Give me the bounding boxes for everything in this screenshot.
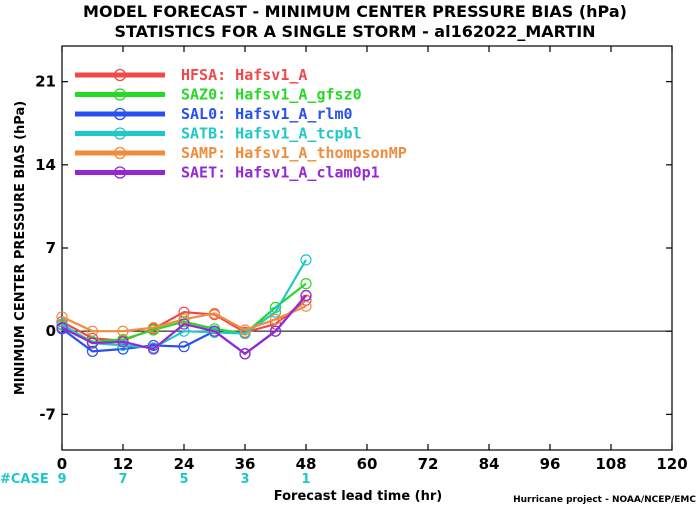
plot-area [61, 45, 673, 451]
x-tick-label: 120 [656, 455, 687, 473]
legend-marker [113, 68, 127, 82]
legend-marker [113, 146, 127, 160]
data-point [269, 325, 282, 337]
series-group [56, 254, 312, 360]
series-line [61, 299, 307, 342]
series-line [61, 259, 307, 349]
legend-item: SAL0: Hafsv1_A_rlm0 [75, 105, 353, 123]
legend-marker [113, 166, 127, 179]
x-tick-label: 108 [595, 455, 626, 473]
y-tick-label: -7 [39, 405, 56, 423]
data-point [300, 289, 312, 302]
data-point [239, 327, 251, 340]
data-point [178, 341, 190, 353]
legend-marker [113, 88, 127, 101]
case-count: 7 [118, 472, 127, 487]
legend-marker [113, 107, 127, 121]
data-point [239, 324, 251, 336]
data-point [269, 306, 282, 318]
series-line [61, 294, 307, 356]
data-point [117, 336, 129, 348]
data-point [117, 343, 129, 355]
data-point [86, 345, 99, 357]
data-point [208, 325, 221, 337]
legend-label: SATB: Hafsv1_A_tcpbl [181, 125, 362, 143]
data-point [239, 348, 251, 360]
credit-text: Hurricane project - NOAA/NCEP/EMC [513, 495, 696, 505]
data-point [208, 307, 221, 319]
legend-marker [113, 127, 127, 140]
x-tick-label: 84 [479, 455, 500, 473]
case-count: 9 [57, 472, 66, 487]
x-axis: 0 12 24 36 48 60 72 84 96 108 120 [57, 46, 688, 473]
x-tick-label: 24 [174, 455, 195, 473]
case-counts: 9 7 5 3 1 [57, 472, 310, 487]
legend-label: SAL0: Hafsv1_A_rlm0 [181, 105, 353, 123]
data-point [86, 337, 99, 349]
legend-item: SATB: Hafsv1_A_tcpbl [75, 125, 362, 143]
series-satb [56, 254, 312, 354]
y-axis-label: MINIMUM CENTER PRESSURE BIAS (hPa) [13, 101, 28, 395]
x-tick-label: 96 [540, 455, 561, 473]
case-count: 1 [301, 472, 310, 487]
y-tick-label: 21 [35, 73, 56, 91]
legend-item: SAET: Hafsv1_A_clam0p1 [75, 164, 380, 182]
data-point [117, 325, 129, 337]
y-tick-label: 7 [46, 239, 56, 257]
series-saet [56, 289, 312, 360]
data-point [56, 322, 68, 334]
chart-subtitle: STATISTICS FOR A SINGLE STORM - al162022… [114, 22, 595, 41]
x-tick-label: 48 [296, 455, 317, 473]
x-tick-label: 0 [57, 455, 67, 473]
x-axis-label: Forecast lead time (hr) [274, 489, 442, 504]
x-tick-label: 36 [235, 455, 256, 473]
chart-title: MODEL FORECAST - MINIMUM CENTER PRESSURE… [83, 2, 627, 21]
y-tick-label: 0 [46, 322, 56, 340]
data-point [86, 325, 99, 337]
data-point [300, 300, 312, 312]
legend-label: SAMP: Hafsv1_A_thompsonMP [181, 144, 407, 162]
data-point [117, 339, 129, 352]
legend-item: SAMP: Hafsv1_A_thompsonMP [75, 144, 407, 162]
series-line [61, 282, 307, 343]
case-count: 3 [240, 472, 249, 487]
legend-label: HFSA: Hafsv1_A [181, 66, 307, 84]
data-point [147, 322, 160, 334]
data-point [178, 318, 190, 330]
legend: HFSA: Hafsv1_A SAZ0: Hafsv1_A_gfsz0SAL0: … [75, 66, 407, 182]
data-point [300, 254, 312, 266]
data-point [300, 278, 312, 290]
data-point [147, 343, 160, 355]
legend-label: SAZ0: Hafsv1_A_gfsz0 [181, 86, 362, 104]
data-point [269, 313, 282, 325]
data-point [178, 325, 190, 337]
legend-item: SAZ0: Hafsv1_A_gfsz0 [75, 86, 362, 104]
data-point [56, 318, 68, 330]
legend-label: SAET: Hafsv1_A_clam0p1 [181, 164, 380, 182]
x-tick-label: 60 [357, 455, 378, 473]
x-tick-label: 72 [418, 455, 439, 473]
y-tick-label: 14 [35, 156, 56, 174]
data-point [56, 311, 68, 323]
legend-item: HFSA: Hafsv1_A [75, 66, 307, 84]
case-count: 5 [179, 472, 188, 487]
case-label: #CASE [0, 472, 49, 487]
x-tick-label: 12 [113, 455, 134, 473]
